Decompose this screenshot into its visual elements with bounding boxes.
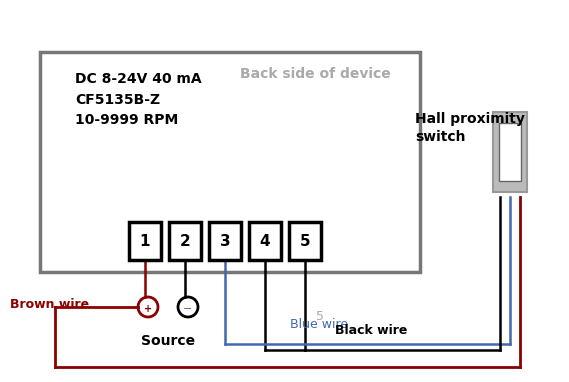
Text: 4: 4 [259, 233, 270, 249]
Bar [289, 222, 321, 260]
Text: Brown wire: Brown wire [10, 298, 89, 311]
Text: Black wire: Black wire [335, 324, 407, 337]
Text: Hall proximity
switch: Hall proximity switch [415, 112, 525, 144]
Bar [499, 123, 521, 181]
Bar [169, 222, 201, 260]
Text: −: − [183, 304, 193, 314]
Text: 1: 1 [140, 233, 150, 249]
Bar [129, 222, 161, 260]
Text: +: + [144, 304, 152, 314]
Bar [249, 222, 281, 260]
Bar [40, 52, 420, 272]
Text: 5: 5 [300, 233, 310, 249]
Text: 2: 2 [180, 233, 191, 249]
Text: DC 8-24V 40 mA
CF5135B-Z
10-9999 RPM: DC 8-24V 40 mA CF5135B-Z 10-9999 RPM [75, 72, 201, 127]
Bar [493, 112, 527, 192]
Text: 5: 5 [316, 311, 324, 324]
Text: Back side of device: Back side of device [240, 67, 391, 81]
Text: Blue wire: Blue wire [290, 317, 348, 330]
Bar [209, 222, 241, 260]
Text: Source: Source [141, 334, 195, 348]
Text: 3: 3 [220, 233, 230, 249]
